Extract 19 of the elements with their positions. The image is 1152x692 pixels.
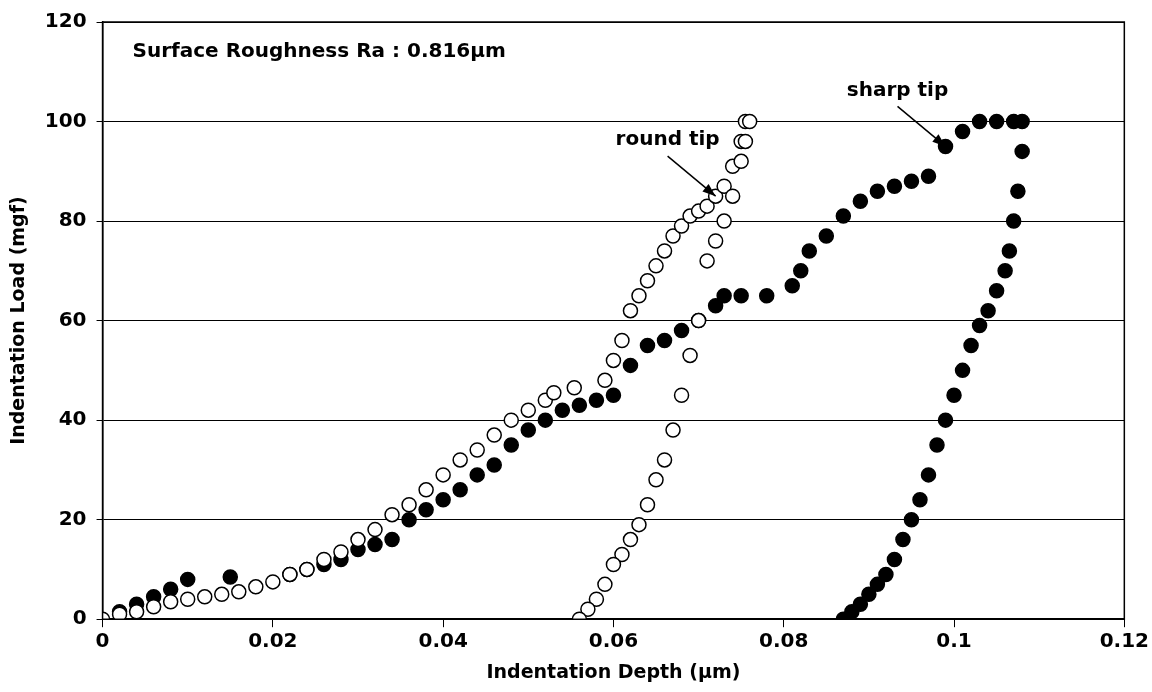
y-tick-label: 100 (44, 107, 87, 132)
x-tick-label: 0.04 (418, 628, 468, 653)
y-tick-label: 80 (58, 207, 87, 232)
x-tick-label: 0.1 (936, 628, 972, 653)
annotation: sharp tip (846, 76, 949, 101)
y-tick-label: 20 (58, 505, 87, 530)
y-tick-label: 40 (58, 406, 87, 431)
y-tick-label: 0 (72, 605, 87, 630)
x-tick-label: 0.06 (588, 628, 639, 653)
y-axis-title: Indentation Load (mgf) (6, 196, 29, 445)
x-tick-label: 0 (95, 628, 110, 653)
x-tick-label: 0.12 (1099, 628, 1150, 653)
y-tick-label: 60 (58, 306, 87, 331)
x-axis-title: Indentation Depth (μm) (486, 659, 741, 682)
y-tick-label: 120 (44, 8, 87, 33)
annotation: Surface Roughness Ra : 0.816μm (132, 38, 506, 63)
annotation: round tip (615, 126, 720, 151)
x-tick-label: 0.08 (759, 628, 809, 653)
x-tick-label: 0.02 (248, 628, 298, 653)
